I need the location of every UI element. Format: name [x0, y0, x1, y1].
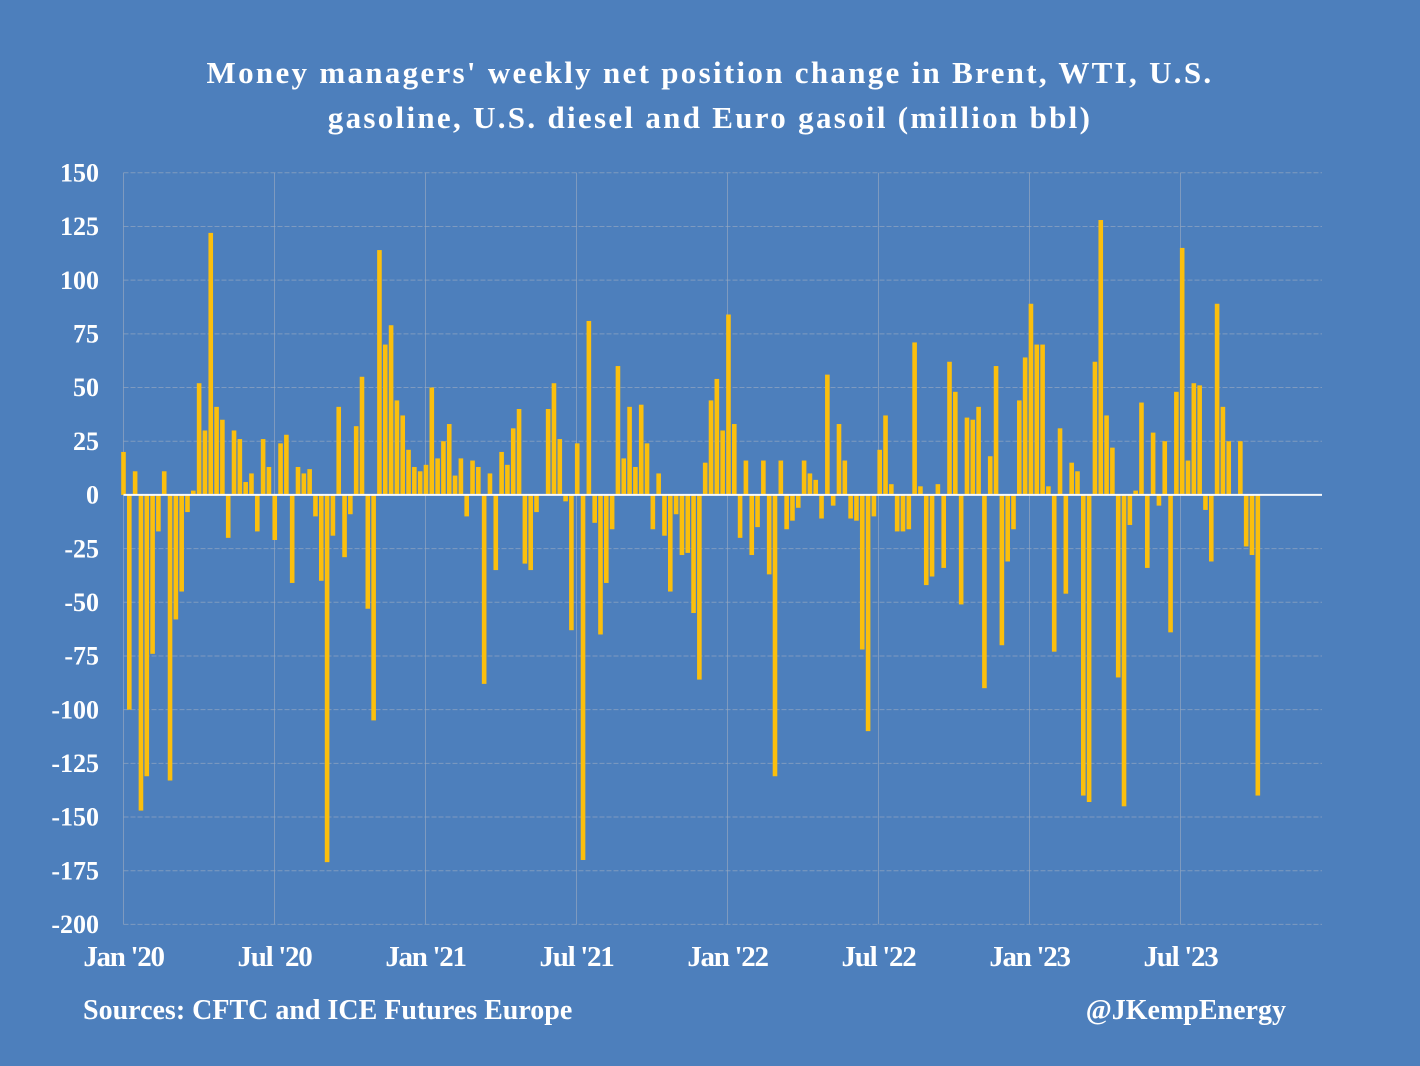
svg-text:-50: -50: [64, 588, 99, 617]
svg-text:-175: -175: [51, 856, 99, 885]
svg-text:Jul '21: Jul '21: [540, 941, 614, 973]
svg-text:-200: -200: [51, 910, 99, 939]
svg-text:Jul '23: Jul '23: [1144, 941, 1219, 973]
svg-text:50: 50: [73, 373, 99, 402]
svg-text:@JKempEnergy: @JKempEnergy: [1086, 995, 1286, 1026]
svg-text:-25: -25: [64, 534, 99, 563]
svg-text:Jan '20: Jan '20: [83, 941, 164, 973]
svg-text:Jan '21: Jan '21: [385, 941, 465, 973]
svg-text:Jul '22: Jul '22: [842, 941, 917, 973]
svg-text:gasoline, U.S. diesel and Euro: gasoline, U.S. diesel and Euro gasoil (m…: [328, 100, 1092, 135]
svg-text:125: 125: [60, 212, 99, 241]
svg-text:Jan '22: Jan '22: [687, 941, 768, 973]
svg-text:Jan '23: Jan '23: [989, 941, 1070, 973]
svg-text:25: 25: [73, 427, 99, 456]
svg-text:-75: -75: [64, 642, 99, 671]
svg-text:100: 100: [60, 266, 99, 295]
svg-text:-100: -100: [51, 695, 99, 724]
svg-text:Jul '20: Jul '20: [238, 941, 313, 973]
svg-text:150: 150: [60, 159, 99, 188]
svg-text:-150: -150: [51, 803, 99, 832]
svg-text:-125: -125: [51, 749, 99, 778]
svg-text:Money managers' weekly net pos: Money managers' weekly net position chan…: [207, 55, 1214, 90]
svg-text:75: 75: [73, 320, 99, 349]
svg-text:Sources: CFTC and ICE Futures: Sources: CFTC and ICE Futures Europe: [83, 995, 572, 1026]
svg-text:0: 0: [86, 481, 99, 510]
